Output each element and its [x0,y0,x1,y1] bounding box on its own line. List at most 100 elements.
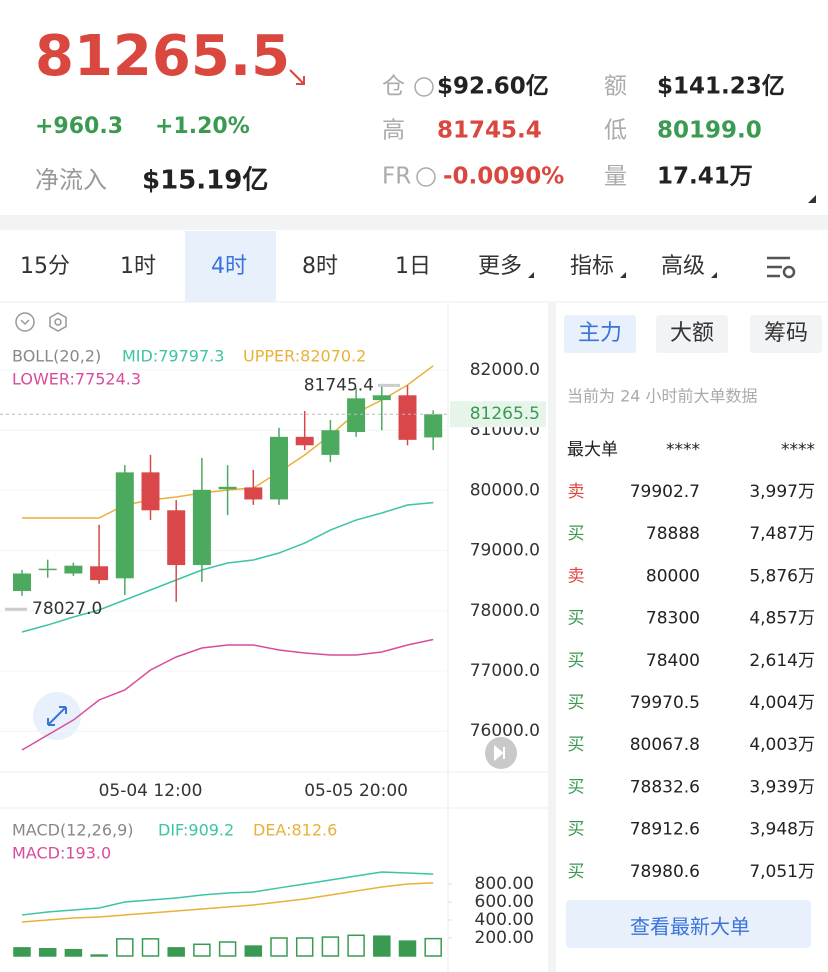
order-side: 买 [568,609,585,629]
column-header: 最大单 [567,440,618,460]
order-price: 78980.6 [630,862,700,882]
macd-bar [244,945,263,957]
stat-label: 仓 [382,74,405,100]
macd-bar [167,947,185,957]
dropdown-caret [620,272,626,278]
help-icon[interactable] [416,167,436,187]
order-side: 买 [568,524,585,544]
change: +960.3 [35,114,123,139]
y-tick-label: 800.00 [475,874,534,894]
indicator-title: MACD(12,26,9) [12,821,134,840]
boll-line [21,638,434,751]
y-tick-label: 76000.0 [470,721,540,741]
candle-body [90,566,109,581]
panel-tab[interactable]: 主力 [578,321,622,346]
order-side: 卖 [568,482,585,502]
y-tick-label: 600.00 [475,892,534,912]
separator [548,302,556,972]
panel-tab[interactable]: 大额 [670,321,714,346]
candle-body [424,414,443,438]
legend-entry: DIF:909.2 [158,821,234,840]
macd-bar [38,948,57,957]
macd-line [21,871,434,916]
panel-tab-bg[interactable] [750,315,822,353]
panel-tab-bg[interactable] [656,315,728,353]
macd-bar [218,941,237,957]
macd-line [21,882,434,923]
order-amount: 4,004万 [749,693,815,713]
dropdown-caret [808,195,816,203]
stat-label: FR [382,164,411,190]
expand-button[interactable] [33,692,81,740]
order-side: 买 [568,777,585,797]
y-tick-label: 77000.0 [470,661,540,681]
order-price: 79970.5 [630,693,700,713]
tab[interactable]: 1日 [395,254,431,279]
tab[interactable]: 8时 [302,254,338,279]
stat-label: 高 [382,118,405,144]
tab[interactable]: 高级 [661,254,705,279]
separator [0,215,828,230]
macd-bar [373,935,391,957]
trend-arrow [289,69,305,85]
panel-tab-bg[interactable] [564,315,636,353]
macd-bar [270,937,288,957]
macd-bar [64,948,83,957]
order-amount: 7,487万 [749,524,815,544]
candle-body [13,573,31,591]
order-amount: 2,614万 [749,651,815,671]
macd-bar [347,934,365,957]
tab-active-bg [185,231,276,302]
order-price: 78400 [646,651,700,671]
plot [0,365,448,751]
y-tick-label: 78000.0 [470,601,540,621]
order-price: 80000 [646,566,700,586]
y-tick-label: 200.00 [475,928,534,948]
dropdown-caret [528,272,534,278]
tab[interactable]: 更多 [478,254,522,279]
dropdown-caret [711,272,717,278]
order-side: 买 [568,693,585,713]
button-label[interactable]: 查看最新大单 [630,915,750,939]
candle-body [295,436,314,446]
stat-value: 17.41万 [657,164,753,190]
tab[interactable]: 4时 [211,254,247,279]
column-header: **** [781,440,815,460]
legend-entry: UPPER:82070.2 [243,347,366,366]
tab[interactable]: 1时 [120,254,156,279]
order-price: 80067.8 [630,735,700,755]
macd-bar [295,937,314,957]
tab[interactable]: 15分 [20,254,70,279]
toolbar-icons [15,312,67,332]
macd-bar [141,938,160,957]
help-icon[interactable] [414,77,434,97]
change-pct: +1.20% [155,114,250,139]
macd-bar [90,954,108,957]
tab[interactable]: 指标 [570,254,614,279]
plot [13,871,442,957]
panel-tab[interactable]: 筹码 [764,321,808,346]
high-marker-label: 81745.4 [304,375,374,395]
candle-body [38,568,57,571]
candle-body [141,472,160,511]
stat-label: 量 [604,164,627,190]
last-price-box [450,401,546,428]
stat-value: $141.23亿 [657,74,785,100]
order-side: 买 [568,651,585,671]
scroll-end-button[interactable] [485,737,517,769]
order-amount: 3,948万 [749,820,815,840]
x-tick-label: 05-05 20:00 [304,781,408,801]
y-tick-label: 82000.0 [470,360,540,380]
order-price: 78888 [646,524,700,544]
order-price: 78912.6 [630,820,700,840]
stat-value: -0.0090% [443,164,564,190]
stat-value: 81745.4 [437,118,542,144]
order-amount: 7,051万 [749,862,815,882]
settings-icon[interactable] [767,256,796,279]
order-side: 买 [568,735,585,755]
latest-orders-button[interactable] [566,900,811,948]
order-amount: 5,876万 [749,566,815,586]
candle-body [398,395,417,440]
stat-label: 低 [604,118,627,144]
